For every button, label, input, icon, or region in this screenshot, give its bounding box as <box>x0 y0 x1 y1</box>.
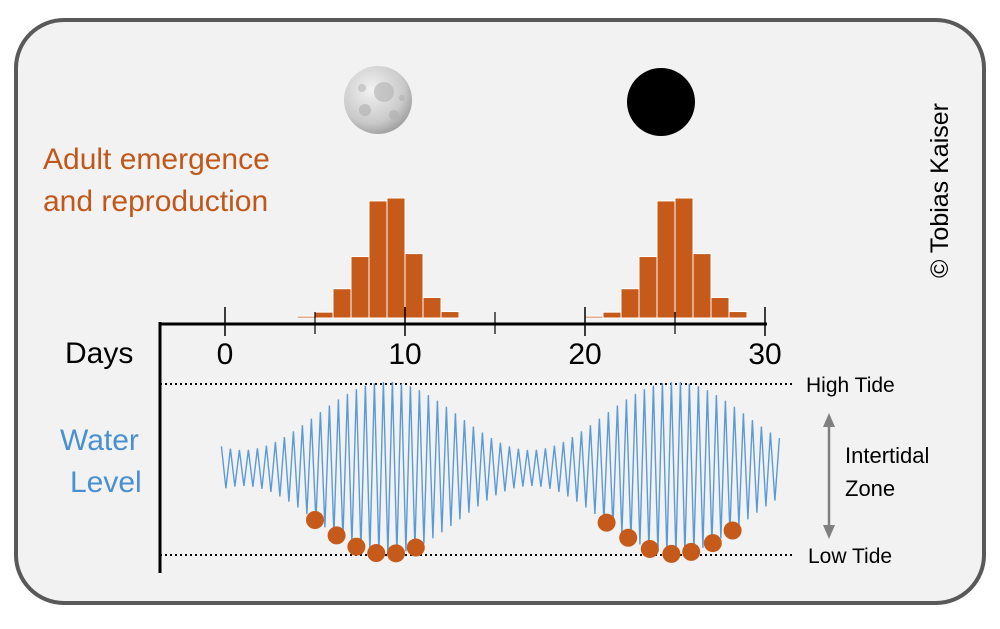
reproduction-marker <box>387 544 405 563</box>
emergence-label-line2: and reproduction <box>43 185 268 218</box>
water-level-line <box>220 382 781 555</box>
histogram-bar <box>332 288 352 319</box>
days-axis-ticks: 0 10 20 30 <box>217 307 782 371</box>
reproduction-marker <box>703 534 722 553</box>
full-moon-icon <box>344 66 412 134</box>
histogram-bar <box>422 297 442 319</box>
histogram-bar <box>602 311 622 319</box>
tick-label: 30 <box>748 338 781 371</box>
reproduction-marker <box>597 513 616 532</box>
reproduction-marker <box>406 538 425 557</box>
histogram-bar <box>728 311 748 319</box>
histogram-bar <box>350 256 370 319</box>
histogram-bar <box>296 315 316 319</box>
reproduction-marker <box>619 528 638 547</box>
copyright-label: © Tobias Kaiser <box>926 103 954 278</box>
intertidal-zone-label-line1: Intertidal <box>845 443 929 468</box>
tick-label: 20 <box>568 338 601 371</box>
intertidal-zone-label-line2: Zone <box>845 476 895 501</box>
reproduction-marker <box>640 539 659 558</box>
histogram-bar <box>692 253 712 319</box>
reproduction-markers <box>306 511 742 563</box>
reproduction-marker <box>327 526 346 545</box>
histogram-bar <box>404 253 424 319</box>
histogram-bar <box>620 288 640 319</box>
reproduction-marker <box>723 521 742 540</box>
water-level-label-line2: Level <box>70 466 142 499</box>
histogram-bar <box>368 200 388 319</box>
tick-label: 10 <box>388 338 421 371</box>
histogram-bar <box>674 197 694 319</box>
low-tide-label: Low Tide <box>808 545 892 568</box>
tick-label: 0 <box>217 338 234 371</box>
emergence-label-line1: Adult emergence <box>43 143 270 176</box>
reproduction-marker <box>347 537 366 556</box>
new-moon-icon <box>627 68 695 136</box>
histogram-bar <box>584 315 604 319</box>
histogram-bar <box>710 297 730 319</box>
water-level-label-line1: Water <box>60 424 139 457</box>
histogram-bar <box>386 197 406 319</box>
intertidal-zone-arrow <box>823 413 835 539</box>
reproduction-marker <box>367 544 386 563</box>
emergence-histogram <box>296 197 748 319</box>
histogram-bar <box>656 200 676 319</box>
days-axis-title: Days <box>65 337 133 370</box>
histogram-bar <box>440 311 460 319</box>
histogram-bar <box>314 311 334 319</box>
high-tide-label: High Tide <box>806 374 895 397</box>
reproduction-marker <box>662 544 681 563</box>
reproduction-marker <box>306 511 324 529</box>
histogram-bar <box>638 256 658 319</box>
reproduction-marker <box>682 542 701 561</box>
